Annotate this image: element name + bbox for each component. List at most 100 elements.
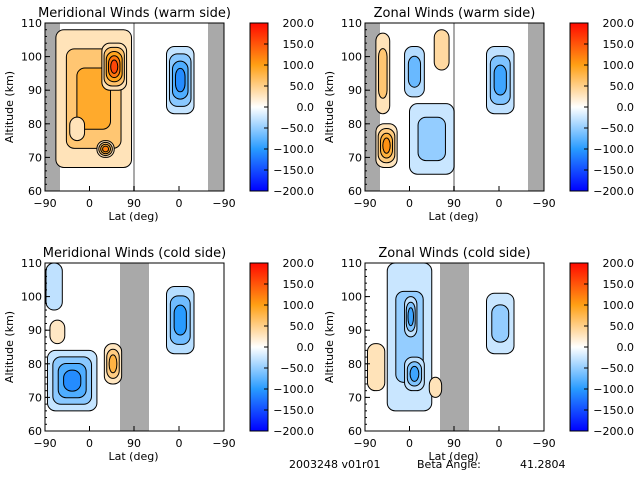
colorbar-tick-label: 100.0: [603, 59, 635, 72]
no-data-band: [208, 23, 224, 191]
chart-title: Zonal Winds (warm side): [374, 6, 536, 21]
x-tick-label: 0: [406, 197, 413, 210]
x-tick-label: 0: [406, 437, 413, 450]
colorbar-tick-label: 200.0: [283, 17, 315, 30]
contour-region: [63, 369, 82, 392]
contour-region: [366, 343, 386, 392]
no-data-band: [133, 23, 135, 191]
colorbar-tick-label: −100.0: [273, 143, 314, 156]
x-tick-label: 0: [86, 197, 93, 210]
x-tick-label: −90: [33, 437, 56, 450]
x-axis-label: Lat (deg): [429, 450, 479, 463]
y-tick-label: 80: [348, 118, 362, 131]
contour-region: [110, 59, 119, 74]
chart-title: Meridional Winds (cold side): [43, 246, 226, 261]
y-tick-label: 70: [348, 391, 362, 404]
colorbar-tick-label: 100.0: [603, 299, 635, 312]
colorbar-tick-label: −150.0: [273, 164, 314, 177]
panel-1: Meridional Winds (warm side) 60 70 80 90 100 1…: [3, 6, 314, 223]
y-tick-label: 100: [341, 51, 362, 64]
colorbar-tick-label: −200.0: [273, 185, 314, 198]
y-tick-label: 60: [348, 425, 362, 438]
colorbar-tick-label: −50.0: [600, 362, 634, 375]
y-tick-label: 90: [28, 84, 42, 97]
colorbar-tick-label: −150.0: [593, 164, 634, 177]
y-tick-label: 100: [21, 51, 42, 64]
contour-region: [45, 262, 63, 311]
x-tick-label: −90: [353, 437, 376, 450]
y-tick-label: 70: [28, 151, 42, 164]
y-axis-label: Altitude (km): [323, 71, 336, 143]
colorbar-tick-label: 50.0: [290, 80, 315, 93]
contour-region: [417, 116, 446, 162]
colorbar-tick-label: −50.0: [600, 122, 634, 135]
x-tick-label: 90: [447, 437, 461, 450]
x-tick-label: 0: [176, 437, 183, 450]
x-tick-label: −90: [532, 197, 555, 210]
x-axis-label: Lat (deg): [109, 450, 159, 463]
y-tick-label: 60: [28, 425, 42, 438]
y-tick-label: 100: [341, 291, 362, 304]
panel-3: Meridional Winds (cold side) 60 70 80 90 100 1…: [3, 246, 314, 463]
no-data-band: [440, 263, 469, 431]
contour-region: [407, 307, 414, 327]
colorbar-tick-label: −50.0: [280, 362, 314, 375]
y-tick-label: 90: [348, 324, 362, 337]
x-tick-label: 0: [86, 437, 93, 450]
contour-region: [69, 116, 86, 142]
x-tick-label: 90: [127, 437, 141, 450]
contour-region: [49, 319, 66, 345]
x-tick-label: −90: [33, 197, 56, 210]
colorbar-tick-label: 50.0: [610, 320, 635, 333]
contour-region: [108, 354, 118, 374]
x-axis-label: Lat (deg): [109, 210, 159, 223]
y-tick-label: 110: [21, 17, 42, 30]
no-data-band: [453, 23, 455, 191]
contour-region: [174, 67, 186, 93]
colorbar-tick-label: 50.0: [290, 320, 315, 333]
y-tick-label: 70: [28, 391, 42, 404]
no-data-band: [120, 263, 149, 431]
contour-region: [428, 376, 443, 398]
footer-beta-value: 41.2804: [520, 458, 566, 471]
y-tick-label: 60: [348, 185, 362, 198]
contour-region: [409, 365, 420, 382]
x-tick-label: 90: [447, 197, 461, 210]
x-tick-label: −90: [532, 437, 555, 450]
y-tick-label: 90: [348, 84, 362, 97]
x-tick-label: −90: [212, 437, 235, 450]
x-tick-label: −90: [212, 197, 235, 210]
y-axis-label: Altitude (km): [323, 311, 336, 383]
colorbar-tick-label: 100.0: [283, 59, 315, 72]
x-tick-label: 0: [176, 197, 183, 210]
colorbar-tick-label: −100.0: [273, 383, 314, 396]
footer-beta-label: Beta Angle:: [417, 458, 481, 471]
contour-region: [378, 48, 388, 99]
x-tick-label: 0: [496, 197, 503, 210]
x-tick-label: −90: [353, 197, 376, 210]
contour-region: [173, 304, 187, 336]
colorbar-tick-label: 150.0: [603, 38, 635, 51]
colorbar-tick-label: −150.0: [273, 404, 314, 417]
panel-2: Zonal Winds (warm side) 60 70 80 90 100 110 −90…: [323, 6, 634, 223]
contour-region: [433, 29, 450, 71]
y-tick-label: 110: [341, 257, 362, 270]
y-tick-label: 80: [348, 358, 362, 371]
colorbar-tick-label: 150.0: [603, 278, 635, 291]
colorbar-tick-label: 0.0: [617, 101, 635, 114]
y-tick-label: 100: [21, 291, 42, 304]
colorbar-tick-label: 0.0: [297, 101, 315, 114]
chart-title: Zonal Winds (cold side): [378, 246, 530, 261]
x-axis-label: Lat (deg): [429, 210, 479, 223]
x-tick-label: 90: [127, 197, 141, 210]
y-tick-label: 60: [28, 185, 42, 198]
colorbar-tick-label: 200.0: [603, 257, 635, 270]
y-axis-label: Altitude (km): [3, 71, 16, 143]
y-tick-label: 110: [341, 17, 362, 30]
contour-region: [407, 55, 422, 88]
colorbar-tick-label: −200.0: [593, 425, 634, 438]
x-tick-label: 0: [496, 437, 503, 450]
colorbar-tick-label: −100.0: [593, 143, 634, 156]
chart-title: Meridional Winds (warm side): [38, 6, 231, 21]
